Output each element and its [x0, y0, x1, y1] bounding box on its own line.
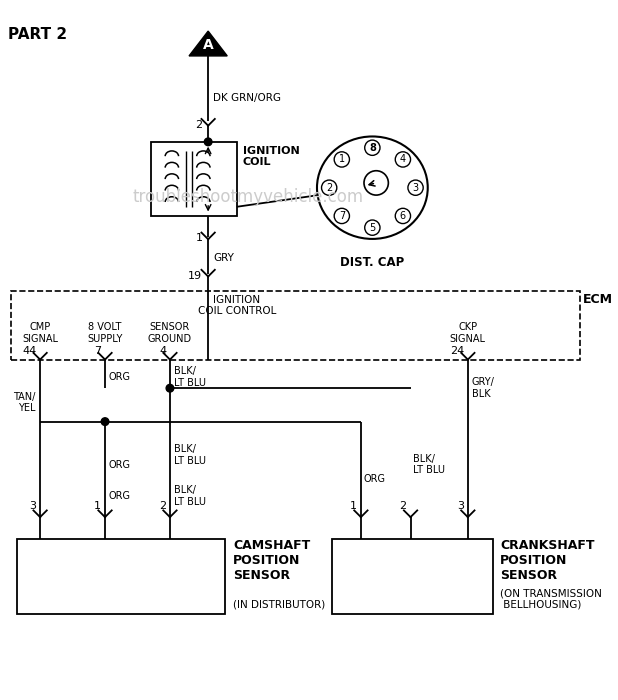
Text: 1: 1: [195, 233, 203, 244]
Text: troubleshootmyvehicle.com: troubleshootmyvehicle.com: [133, 188, 364, 206]
Text: 4: 4: [400, 155, 406, 164]
Text: ORG: ORG: [109, 460, 131, 470]
Text: (ON TRANSMISSION
 BELLHOUSING): (ON TRANSMISSION BELLHOUSING): [501, 588, 602, 610]
Text: BLK/
LT BLU: BLK/ LT BLU: [174, 366, 206, 388]
Text: BLK/
LT BLU: BLK/ LT BLU: [174, 485, 206, 507]
Text: 2: 2: [326, 183, 332, 193]
Circle shape: [321, 180, 337, 195]
Text: DIST. CAP: DIST. CAP: [341, 256, 405, 270]
Text: ECM: ECM: [582, 293, 612, 306]
Circle shape: [365, 140, 380, 155]
Bar: [17, 539, 226, 613]
Text: CAMSHAFT
POSITION
SENSOR: CAMSHAFT POSITION SENSOR: [233, 539, 310, 582]
Text: 2: 2: [159, 501, 166, 512]
Circle shape: [205, 138, 212, 146]
Text: IGNITION
COIL CONTROL: IGNITION COIL CONTROL: [198, 295, 276, 316]
Text: 3: 3: [29, 501, 36, 512]
Circle shape: [166, 384, 174, 392]
Text: SENSOR
GROUND: SENSOR GROUND: [148, 322, 192, 344]
Text: 19: 19: [188, 270, 203, 281]
Bar: [151, 142, 237, 216]
Text: 24: 24: [450, 346, 464, 356]
Text: 3: 3: [412, 183, 418, 193]
Text: 2: 2: [400, 501, 407, 512]
Text: 44: 44: [22, 346, 36, 356]
Circle shape: [364, 171, 388, 195]
Ellipse shape: [317, 136, 428, 239]
Circle shape: [334, 209, 349, 223]
Text: ORG: ORG: [109, 491, 131, 501]
Text: 1: 1: [339, 155, 345, 164]
Text: 3: 3: [457, 501, 464, 512]
Circle shape: [396, 209, 410, 223]
Text: CMP
SIGNAL: CMP SIGNAL: [22, 322, 58, 344]
Text: 1: 1: [94, 501, 101, 512]
Text: 2: 2: [195, 120, 203, 130]
Text: ORG: ORG: [364, 474, 386, 484]
Text: 8 VOLT
SUPPLY: 8 VOLT SUPPLY: [87, 322, 123, 344]
Circle shape: [408, 180, 423, 195]
Circle shape: [334, 152, 349, 167]
Polygon shape: [189, 31, 227, 56]
Text: BLK/
LT BLU: BLK/ LT BLU: [174, 444, 206, 466]
Bar: [12, 290, 580, 360]
Circle shape: [365, 220, 380, 235]
Text: CKP
SIGNAL: CKP SIGNAL: [450, 322, 486, 344]
Bar: [332, 539, 493, 613]
Text: GRY: GRY: [213, 253, 234, 263]
Text: DK GRN/ORG: DK GRN/ORG: [213, 93, 281, 103]
Text: 7: 7: [94, 346, 101, 356]
Text: GRY/
BLK: GRY/ BLK: [472, 377, 494, 399]
Text: 8: 8: [369, 143, 376, 153]
Text: A: A: [203, 38, 213, 52]
Circle shape: [101, 418, 109, 426]
Text: CRANKSHAFT
POSITION
SENSOR: CRANKSHAFT POSITION SENSOR: [501, 539, 595, 582]
Text: 4: 4: [159, 346, 166, 356]
Text: BLK/
LT BLU: BLK/ LT BLU: [413, 454, 446, 475]
Text: TAN/
YEL: TAN/ YEL: [13, 392, 35, 413]
Text: 6: 6: [400, 211, 406, 221]
Text: 1: 1: [350, 501, 357, 512]
Text: ORG: ORG: [109, 372, 131, 382]
Text: (IN DISTRIBUTOR): (IN DISTRIBUTOR): [233, 600, 325, 610]
Text: 7: 7: [339, 211, 345, 221]
Text: PART 2: PART 2: [7, 27, 67, 42]
Circle shape: [396, 152, 410, 167]
Text: 5: 5: [369, 223, 376, 232]
Text: IGNITION
COIL: IGNITION COIL: [242, 146, 299, 167]
